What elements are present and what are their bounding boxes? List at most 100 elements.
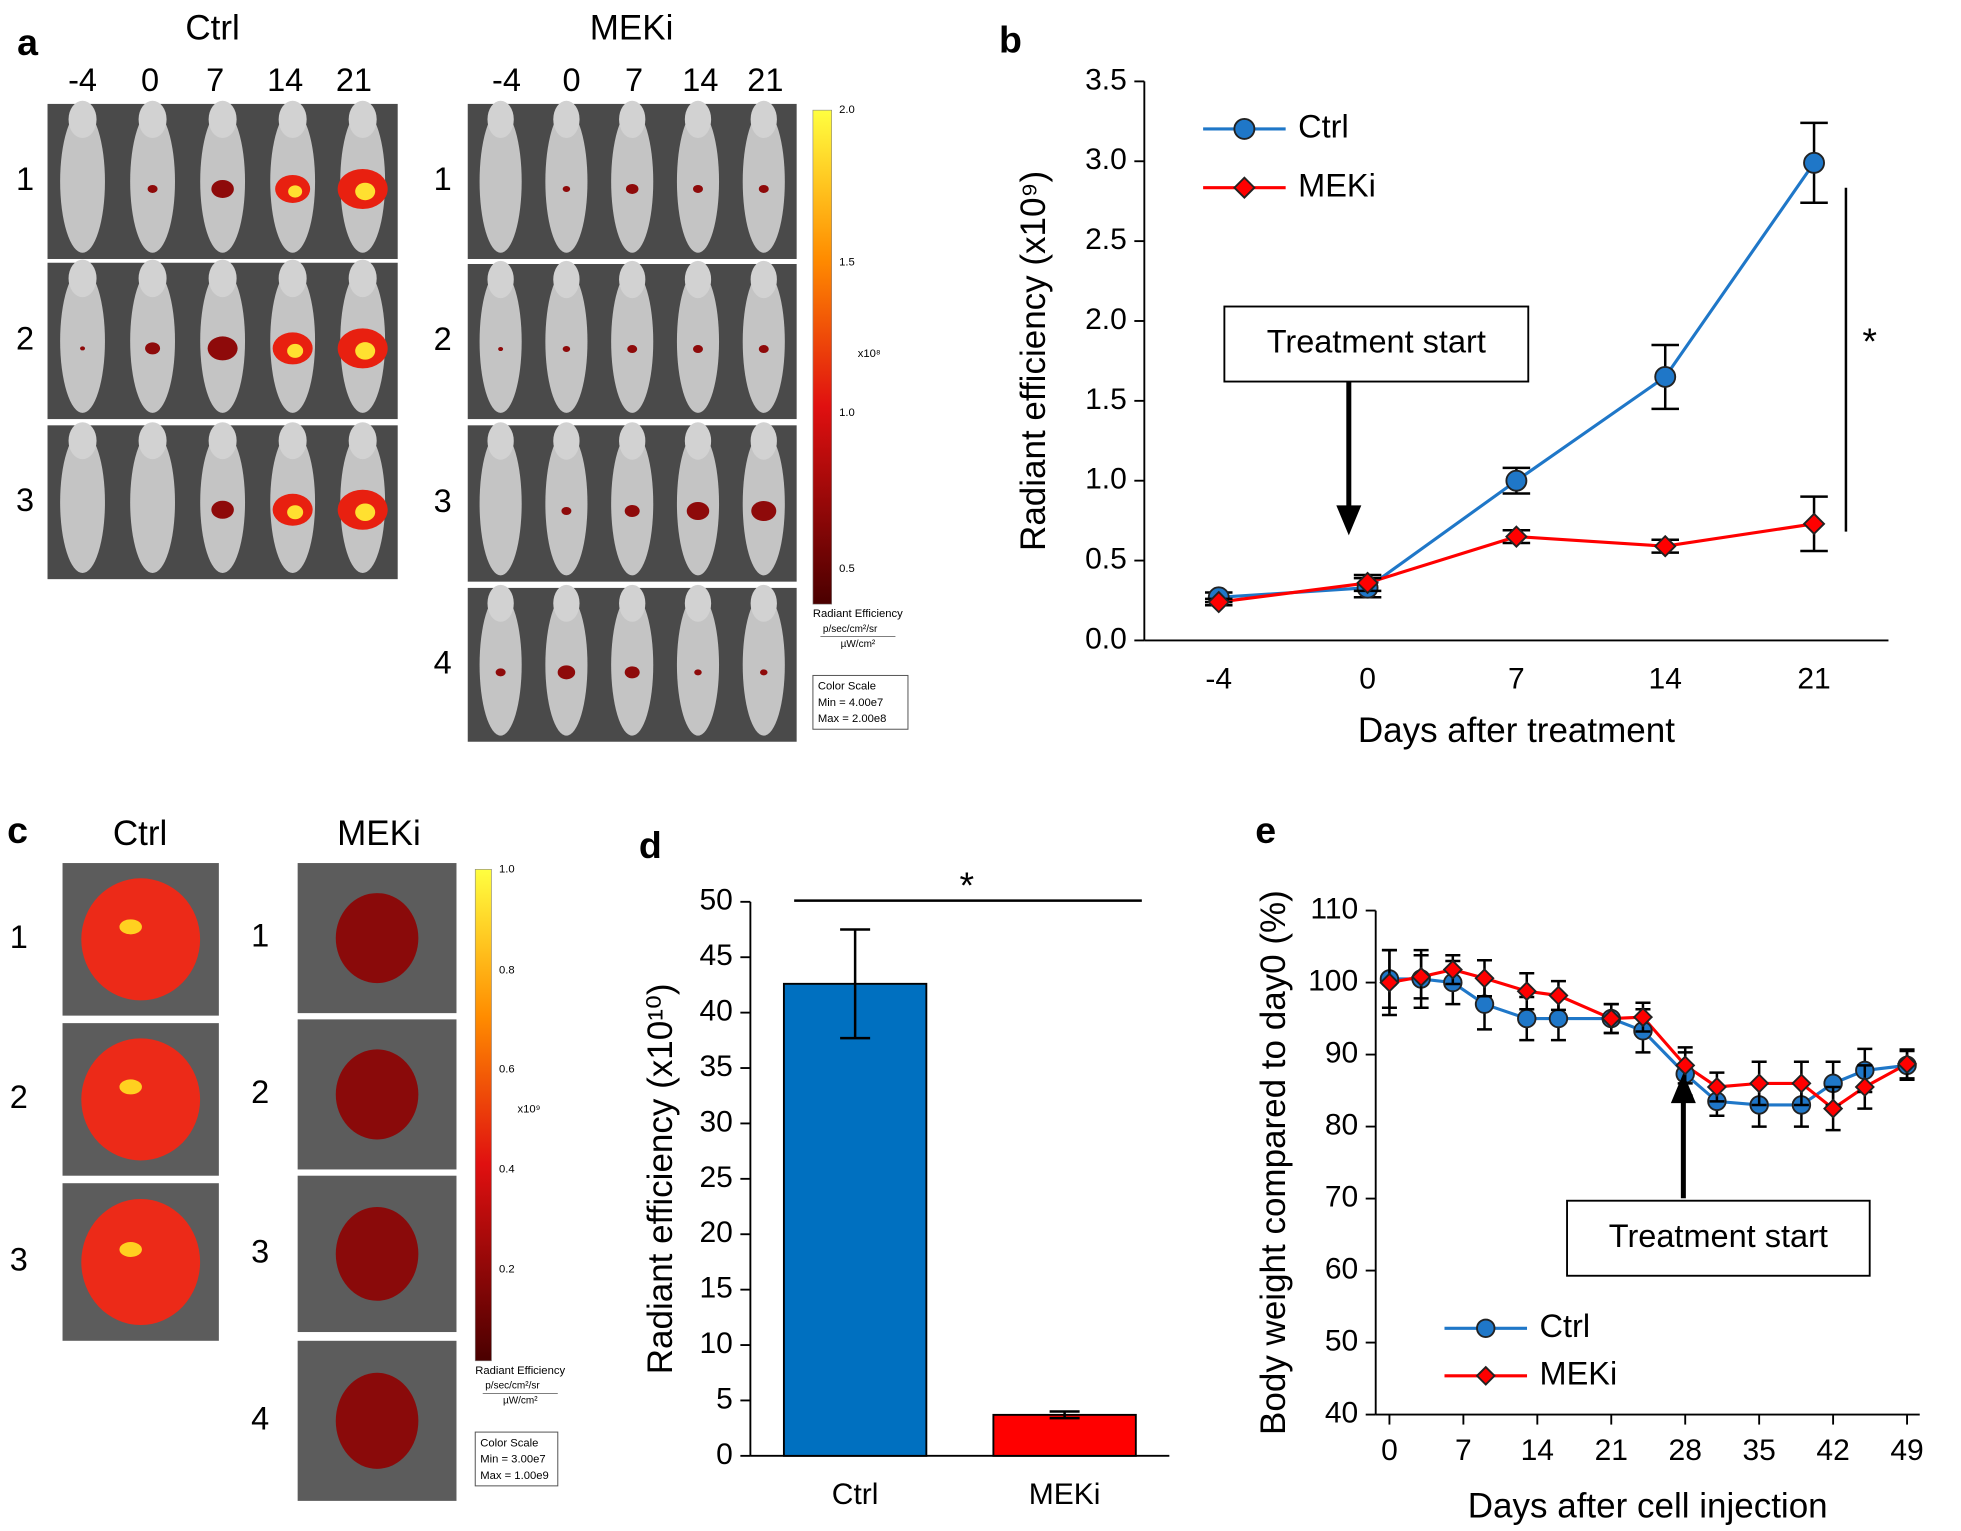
error-bar bbox=[840, 928, 871, 1040]
y-tick-label: 5 bbox=[716, 1382, 733, 1415]
marker bbox=[1548, 1008, 1569, 1029]
mouse-head bbox=[684, 422, 712, 460]
mouse bbox=[545, 594, 588, 736]
significance-mark: * bbox=[1862, 320, 1877, 362]
y-tick-label: 90 bbox=[1325, 1036, 1358, 1069]
row-label: 1 bbox=[16, 161, 34, 197]
mouse-head bbox=[750, 584, 777, 622]
marker bbox=[1803, 151, 1825, 174]
mouse-head bbox=[487, 422, 514, 460]
marker bbox=[1802, 512, 1826, 536]
y-tick-label: 20 bbox=[699, 1216, 732, 1249]
color-scale-text: Min = 3.00e7 bbox=[480, 1454, 545, 1466]
row-label: 3 bbox=[251, 1233, 269, 1269]
error-bar bbox=[1049, 1410, 1080, 1420]
color-tick-label: 0.6 bbox=[499, 1063, 515, 1075]
signal bbox=[495, 668, 506, 677]
y-tick-label: 30 bbox=[699, 1105, 732, 1138]
marker bbox=[1548, 985, 1569, 1006]
tissue bbox=[335, 1372, 419, 1469]
marker bbox=[1474, 968, 1495, 989]
row-label: 2 bbox=[16, 321, 34, 357]
mouse-head bbox=[208, 259, 237, 298]
color-scale-text: Color Scale bbox=[480, 1437, 538, 1449]
signal-core bbox=[287, 505, 304, 520]
panel-letter: e bbox=[1255, 809, 1276, 851]
mouse bbox=[479, 270, 522, 413]
tissue bbox=[81, 878, 201, 1001]
signal bbox=[211, 500, 234, 519]
day-label: 14 bbox=[267, 62, 303, 98]
color-unit-numerator: p/sec/cm²/sr bbox=[485, 1380, 540, 1391]
tissue bbox=[81, 1038, 201, 1161]
color-tick-label: 0.8 bbox=[499, 965, 515, 977]
signal bbox=[625, 183, 639, 194]
mouse-head bbox=[487, 260, 514, 299]
signal-core bbox=[355, 503, 376, 522]
y-axis-label: Body weight compared to day0 (%) bbox=[1254, 890, 1293, 1435]
y-tick-label: 35 bbox=[699, 1050, 732, 1083]
color-bar bbox=[474, 868, 492, 1362]
mouse bbox=[742, 110, 785, 253]
marker bbox=[1854, 1076, 1875, 1098]
mouse-head bbox=[208, 100, 237, 139]
mouse-head bbox=[348, 422, 377, 460]
day-label: 14 bbox=[682, 62, 718, 98]
mouse bbox=[611, 110, 654, 253]
x-tick-label: 0 bbox=[1381, 1434, 1398, 1467]
mouse bbox=[676, 270, 720, 413]
mouse-head bbox=[487, 584, 514, 622]
color-scale-text: Max = 2.00e8 bbox=[818, 713, 886, 725]
row-label: 4 bbox=[251, 1400, 269, 1436]
mouse bbox=[545, 431, 588, 576]
signal bbox=[562, 346, 571, 353]
day-label: 0 bbox=[563, 62, 581, 98]
marker bbox=[1601, 1008, 1622, 1029]
annotation-box bbox=[1223, 305, 1530, 383]
y-tick-label: 110 bbox=[1310, 892, 1358, 925]
mouse bbox=[676, 110, 720, 253]
signal bbox=[557, 665, 576, 680]
row-label: 4 bbox=[434, 644, 452, 680]
mouse bbox=[479, 110, 522, 253]
legend-label: MEKi bbox=[1540, 1355, 1618, 1391]
mouse bbox=[60, 431, 105, 574]
y-tick-label: 10 bbox=[699, 1327, 732, 1360]
row-label: 2 bbox=[10, 1079, 28, 1115]
marker bbox=[1233, 176, 1256, 200]
x-tick-label: MEKi bbox=[1029, 1478, 1101, 1511]
signal bbox=[692, 184, 703, 193]
mouse-head bbox=[750, 422, 777, 460]
mouse bbox=[611, 270, 654, 413]
marker bbox=[1791, 1073, 1812, 1094]
marker bbox=[1632, 1007, 1654, 1028]
signal bbox=[562, 185, 571, 192]
y-tick-label: 50 bbox=[1325, 1325, 1358, 1358]
bar bbox=[782, 982, 928, 1457]
tissue-hotspot bbox=[119, 919, 142, 935]
y-tick-label: 3.0 bbox=[1085, 143, 1127, 176]
color-scale-box bbox=[812, 674, 909, 730]
mouse-head bbox=[68, 100, 97, 139]
marker bbox=[1207, 590, 1231, 614]
marker bbox=[1505, 469, 1528, 492]
color-multiplier: x10⁹ bbox=[518, 1103, 541, 1115]
signal bbox=[147, 184, 158, 193]
x-axis-label: Days after cell injection bbox=[1468, 1487, 1828, 1526]
y-tick-label: 40 bbox=[1325, 1397, 1358, 1430]
y-tick-label: 2.5 bbox=[1085, 223, 1127, 256]
arrow-head bbox=[1336, 505, 1362, 536]
row-label: 1 bbox=[434, 161, 452, 197]
day-label: 21 bbox=[336, 62, 372, 98]
signal bbox=[758, 184, 769, 193]
mouse bbox=[611, 431, 654, 576]
x-axis-label: Days after treatment bbox=[1358, 711, 1675, 750]
x-tick-label: -4 bbox=[1205, 662, 1232, 695]
signal bbox=[627, 345, 638, 354]
legend-label: Ctrl bbox=[1540, 1308, 1591, 1344]
marker bbox=[1706, 1076, 1727, 1098]
day-label: 7 bbox=[206, 62, 224, 98]
arrow-head bbox=[1670, 1073, 1696, 1104]
marker bbox=[1675, 1055, 1696, 1076]
